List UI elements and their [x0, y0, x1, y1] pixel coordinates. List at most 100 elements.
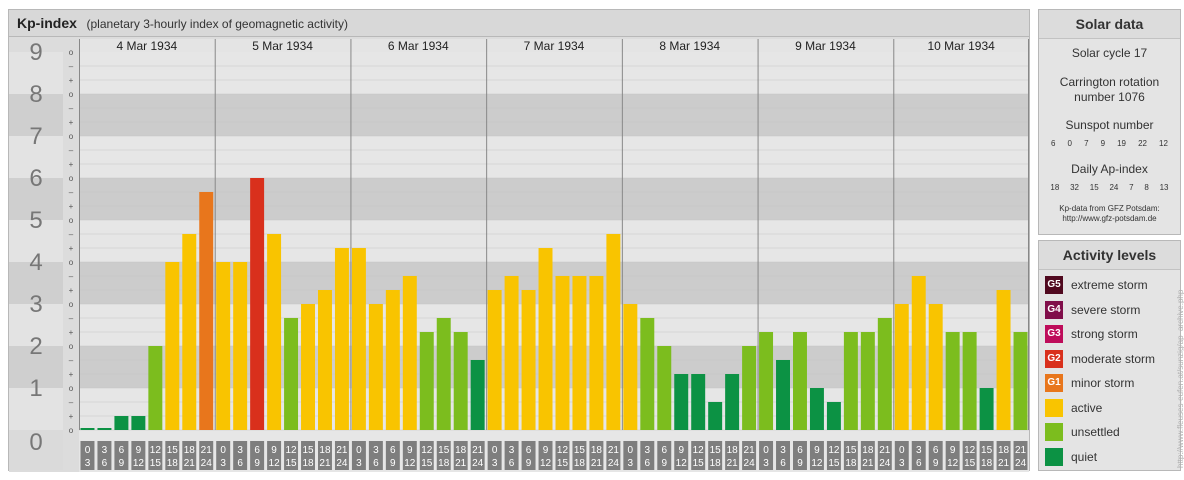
interval-start-label: 3 [373, 445, 379, 456]
interval-cell [877, 441, 892, 470]
interval-end-label: 12 [540, 458, 552, 469]
interval-start-label: 0 [220, 445, 226, 456]
interval-end-label: 18 [981, 458, 993, 469]
interval-start-label: 15 [574, 445, 586, 456]
interval-cell [860, 441, 875, 470]
day-label: 6 Mar 1934 [388, 39, 449, 53]
legend-item: unsettled [1045, 422, 1120, 442]
kp-bar [725, 374, 740, 430]
interval-cell [334, 441, 349, 470]
kp-credit-line1: Kp-data from GFZ Potsdam: [1059, 204, 1160, 213]
interval-cell [623, 441, 638, 470]
kp-bar [979, 388, 994, 430]
legend-swatch [1045, 447, 1063, 466]
minor-tick-label: – [69, 398, 74, 407]
interval-start-label: 0 [85, 445, 91, 456]
interval-end-label: 6 [780, 458, 786, 469]
minor-tick-label: o [69, 90, 74, 99]
interval-start-label: 18 [591, 445, 603, 456]
interval-end-label: 24 [1015, 458, 1027, 469]
interval-start-label: 6 [526, 445, 532, 456]
interval-cell [301, 441, 315, 470]
interval-start-label: 9 [814, 445, 820, 456]
interval-end-label: 24 [201, 458, 213, 469]
interval-start-label: 15 [710, 445, 722, 456]
interval-end-label: 3 [899, 458, 905, 469]
sunspot-value: 12 [1159, 139, 1168, 148]
carrington-line1: Carrington rotation [1059, 75, 1160, 89]
interval-cell [284, 441, 299, 470]
kp-bar [301, 304, 315, 430]
y-tick-label: 0 [29, 429, 42, 456]
interval-cell [80, 441, 95, 470]
interval-start-label: 9 [407, 445, 413, 456]
interval-end-label: 24 [744, 458, 756, 469]
day-label: 4 Mar 1934 [117, 39, 178, 53]
carrington-line2: number 1076 [1074, 90, 1145, 104]
kp-credit-link[interactable]: http://www.gfz-potsdam.de [1062, 214, 1157, 223]
axis-band [9, 220, 63, 262]
interval-start-label: 6 [797, 445, 803, 456]
kp-bar [996, 290, 1011, 430]
minor-tick-label: – [69, 314, 74, 323]
kp-bar [877, 317, 892, 430]
minor-tick-label: – [69, 188, 74, 197]
interval-start-label: 12 [693, 445, 705, 456]
kp-bar [487, 290, 502, 430]
interval-cell [809, 441, 824, 470]
kp-bar [165, 262, 180, 430]
interval-end-label: 12 [676, 458, 688, 469]
interval-start-label: 6 [390, 445, 396, 456]
interval-cell [962, 441, 977, 470]
minor-tick-label: – [69, 272, 74, 281]
band [79, 430, 1029, 440]
minor-tick-label: + [69, 412, 74, 421]
minor-tick-label: o [69, 48, 74, 57]
interval-cell [436, 441, 451, 470]
interval-start-label: 6 [119, 445, 125, 456]
legend-label: moderate storm [1071, 351, 1156, 366]
kp-bar [114, 416, 129, 430]
ap-value: 24 [1109, 183, 1119, 192]
interval-cell [691, 441, 706, 470]
interval-start-label: 9 [950, 445, 956, 456]
kp-bar [470, 359, 485, 430]
interval-end-label: 15 [285, 458, 297, 469]
sunspot-value: 9 [1100, 139, 1106, 148]
minor-tick-label: – [69, 230, 74, 239]
interval-start-label: 3 [780, 445, 786, 456]
interval-cell [351, 441, 366, 470]
axis-band [9, 136, 63, 178]
kp-bar [318, 290, 332, 430]
interval-cell [1013, 441, 1028, 470]
sunspot-value: 22 [1138, 139, 1147, 148]
interval-start-label: 0 [492, 445, 498, 456]
interval-end-label: 12 [811, 458, 823, 469]
band [79, 52, 1029, 94]
interval-end-label: 9 [661, 458, 667, 469]
kp-bar [436, 317, 451, 430]
kp-credit: Kp-data from GFZ Potsdam: http://www.gfz… [1039, 204, 1180, 224]
minor-tick-label: o [69, 384, 74, 393]
interval-start-label: 6 [933, 445, 939, 456]
chart-header: Kp-index (planetary 3-hourly index of ge… [9, 10, 1029, 37]
kp-bar [826, 401, 841, 430]
kp-bar [843, 332, 858, 430]
interval-start-label: 9 [271, 445, 277, 456]
sunspot-value: 6 [1051, 139, 1056, 148]
minor-tick-label: – [69, 104, 74, 113]
kp-bar [793, 332, 807, 430]
interval-end-label: 3 [492, 458, 498, 469]
interval-start-label: 0 [899, 445, 905, 456]
interval-end-label: 21 [591, 458, 603, 469]
day-label: 5 Mar 1934 [252, 39, 313, 53]
minor-tick-label: – [69, 356, 74, 365]
band [79, 220, 1029, 262]
minor-tick-label: o [69, 174, 74, 183]
legend-label: quiet [1071, 449, 1098, 464]
kp-chart-panel: 0 1 2 3 4 5 6 7 8 9 o + – o + – o + – o + – o + – o + – o + – o + – o + – o 4 … [8, 9, 1030, 472]
interval-end-label: 24 [472, 458, 484, 469]
ap-value: 32 [1070, 183, 1079, 192]
minor-tick-label: o [69, 258, 74, 267]
sunspot-value: 19 [1117, 139, 1126, 148]
